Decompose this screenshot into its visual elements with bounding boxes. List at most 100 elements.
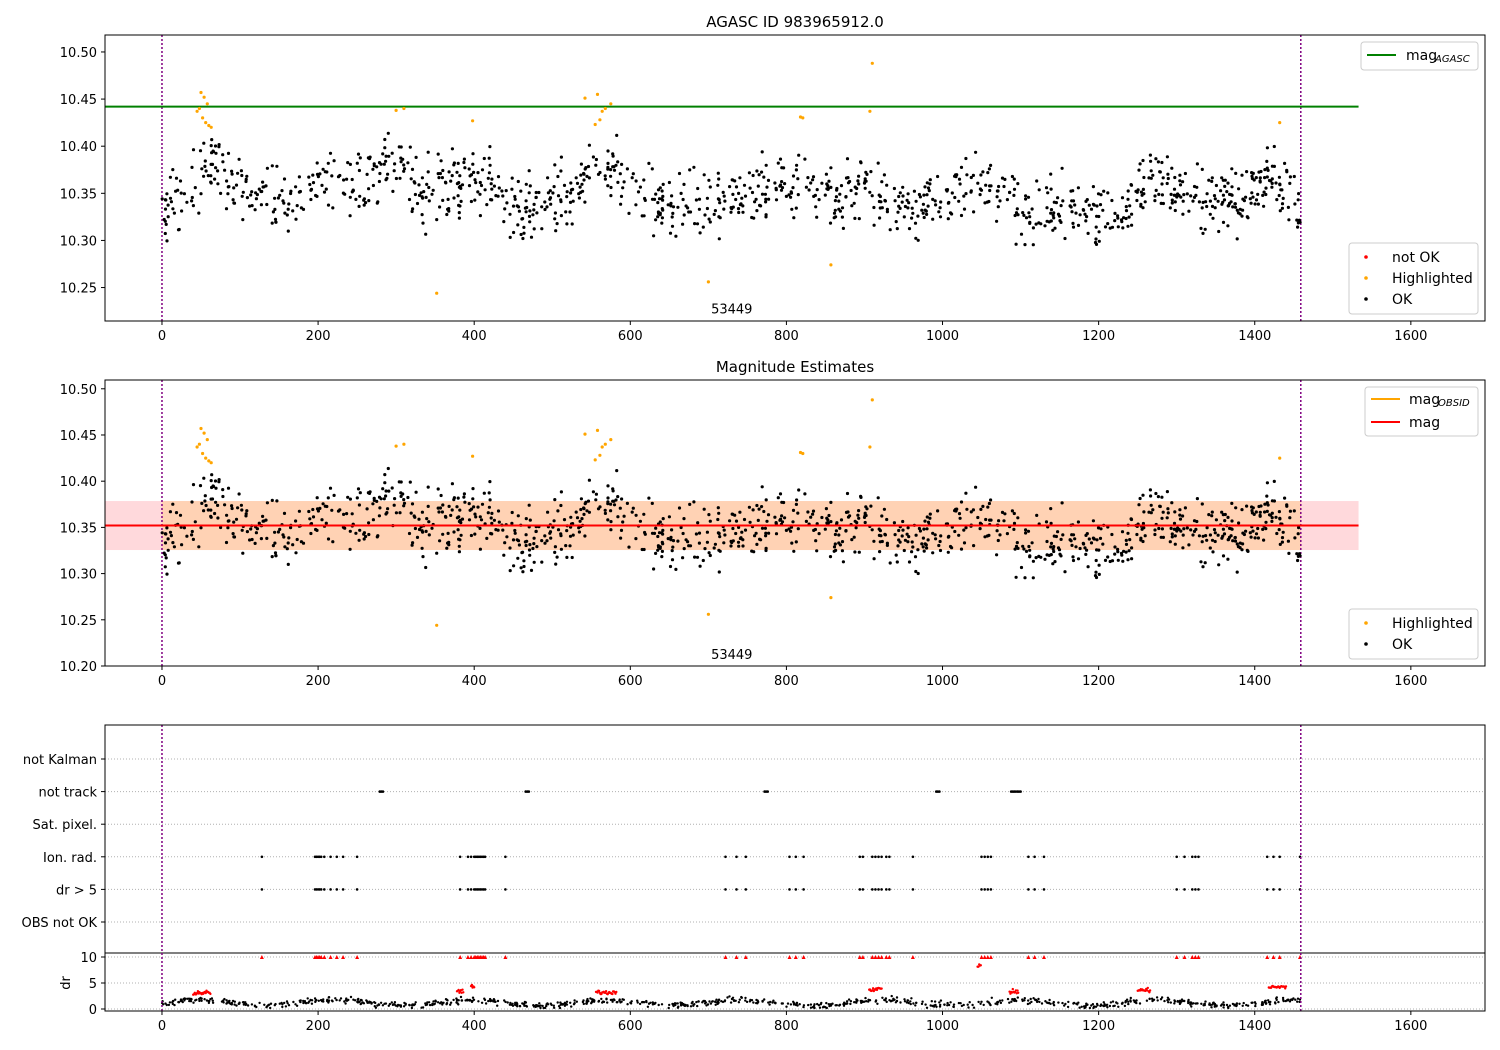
ok-point: [348, 547, 352, 551]
ok-point: [1061, 533, 1065, 537]
ok-point: [1142, 510, 1146, 514]
ok-point: [752, 216, 756, 220]
ok-point: [1159, 201, 1163, 205]
dr-ok-point: [915, 1001, 918, 1005]
ok-point: [387, 154, 391, 158]
ok-point: [270, 498, 274, 502]
ok-point: [923, 542, 927, 546]
ok-point: [996, 189, 1000, 193]
ok-point: [165, 526, 169, 530]
ok-point: [570, 222, 574, 226]
dr-ok-point: [1148, 997, 1151, 1000]
ok-point: [1095, 214, 1099, 218]
ok-point: [1160, 495, 1164, 499]
ok-point: [853, 216, 857, 220]
ok-point: [1160, 193, 1164, 197]
ok-point: [647, 496, 651, 500]
ok-point: [401, 492, 405, 496]
ok-point: [1161, 510, 1165, 514]
ok-point: [811, 178, 815, 182]
dr-ok-point: [228, 999, 231, 1003]
ok-point: [553, 211, 558, 215]
ok-point: [634, 513, 638, 517]
ok-point: [824, 507, 829, 511]
flag-point: [871, 888, 874, 891]
ok-point: [928, 178, 932, 182]
ok-point: [248, 538, 252, 542]
ok-point: [742, 517, 747, 522]
ok-point: [1022, 213, 1026, 217]
ok-point: [569, 181, 573, 185]
dr-ok-point: [809, 1003, 813, 1006]
ok-point: [1221, 178, 1225, 182]
ok-point: [163, 219, 167, 223]
ok-point: [517, 543, 522, 547]
ok-point: [906, 206, 910, 210]
ok-point: [682, 213, 686, 217]
dr-ok-point: [361, 1001, 364, 1004]
ok-point: [1277, 510, 1281, 514]
ok-point: [424, 232, 428, 236]
x-tick-label: 0: [158, 1019, 166, 1034]
x-tick-label: 800: [774, 329, 799, 344]
dr-ok-point: [1084, 1004, 1087, 1008]
ok-point: [616, 180, 620, 184]
ok-point: [1228, 192, 1232, 196]
ok-point: [779, 188, 784, 192]
dr-ok-point: [1045, 1001, 1049, 1004]
ok-point: [1231, 539, 1235, 543]
dr-ok-point: [343, 1000, 346, 1003]
ok-point: [729, 210, 733, 214]
ok-point: [657, 531, 662, 535]
ok-point: [190, 199, 194, 203]
ok-point: [171, 168, 175, 172]
ok-point: [1014, 242, 1018, 246]
ok-point: [273, 530, 277, 534]
dr-ok-point: [449, 1003, 452, 1006]
flag-row-label: Sat. pixel.: [33, 818, 97, 833]
ok-point: [853, 519, 857, 523]
flag-point: [1175, 888, 1178, 891]
y-tick-label: 10.25: [60, 282, 97, 297]
ok-point: [1166, 172, 1170, 176]
ok-point: [386, 507, 390, 511]
ok-point: [412, 180, 416, 184]
ok-point: [1181, 199, 1185, 203]
ok-point: [734, 197, 738, 202]
ok-point: [1175, 195, 1179, 199]
dr-ok-point: [1241, 1004, 1244, 1007]
ok-point: [1121, 226, 1125, 230]
flag-point: [788, 855, 791, 859]
ok-point: [1178, 173, 1182, 177]
legend-label: mag: [1409, 392, 1440, 408]
ok-point: [435, 218, 439, 222]
ok-point: [916, 571, 920, 576]
ok-point: [487, 171, 491, 175]
ok-point: [885, 207, 890, 211]
dr-ok-point: [205, 999, 209, 1002]
dr-ok-point: [1156, 999, 1159, 1002]
ok-point: [456, 161, 460, 165]
ok-point: [534, 195, 538, 199]
ok-point: [348, 162, 352, 166]
ok-point: [1245, 170, 1249, 174]
ok-point: [609, 168, 613, 172]
dr-ok-point: [173, 1003, 176, 1007]
ok-point: [833, 199, 838, 203]
ok-point: [318, 172, 322, 176]
dr-clipped-marker: [259, 955, 264, 959]
dr-ok-point: [885, 1000, 888, 1004]
ok-point: [527, 214, 532, 218]
ok-point: [436, 506, 440, 510]
ok-point: [262, 185, 266, 189]
ok-point: [844, 195, 848, 199]
ok-point: [430, 526, 434, 530]
ok-point: [522, 564, 526, 569]
ok-point: [918, 529, 923, 533]
ok-point: [240, 528, 244, 532]
ok-point: [384, 494, 388, 498]
ok-point: [341, 191, 345, 195]
dr-ok-point: [338, 999, 341, 1002]
ok-point: [342, 512, 346, 517]
ok-point: [1129, 183, 1134, 187]
